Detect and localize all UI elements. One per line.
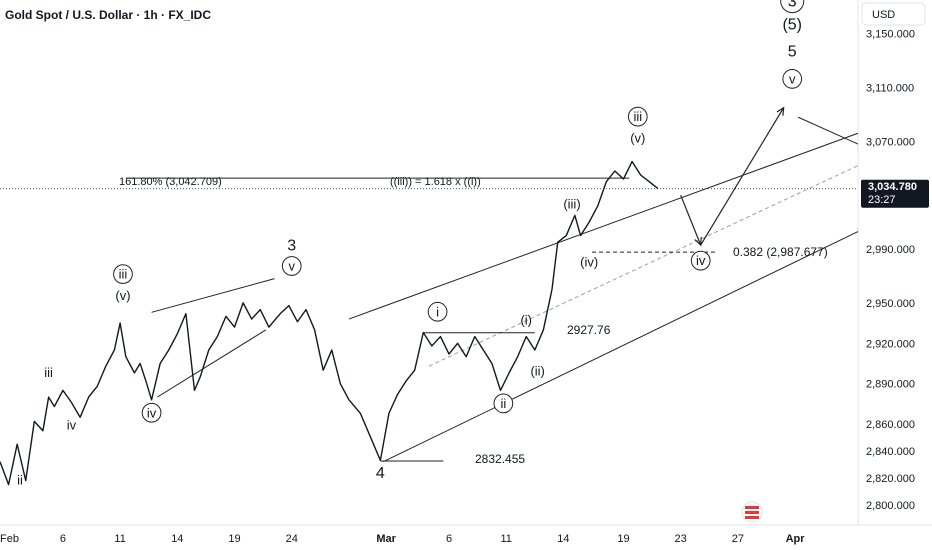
wave-label-circle [627,106,648,127]
y-tick-label: 2,820.000 [866,473,915,485]
wave-label: (5) [782,17,802,34]
wave-label: (ii) [530,364,544,379]
logo-bar-bottom [745,516,759,519]
logo-bar-middle [745,511,759,514]
wave-label-circle [780,0,805,14]
fib-ratio-label: ((iii)) = 1.618 x ((i)) [390,176,481,188]
x-tick-label: 6 [446,533,452,545]
wave-label: v [789,71,796,86]
x-tick-label: 24 [286,533,298,545]
currency-label: USD [872,9,895,21]
wave-label: 5 [788,44,797,61]
wave-label-circle [281,256,302,276]
x-tick-label: 19 [617,533,629,545]
wave-label: iii [633,109,642,124]
wave-label: iii [44,365,53,380]
wave-label: (i) [520,312,532,327]
wave-label: v [288,259,295,274]
projection-arrow-up [776,106,785,116]
wave-label: i [436,304,439,319]
x-tick-label: Mar [376,533,396,545]
projection-arrow-down [694,236,702,247]
wave-label-circle [690,250,711,271]
wave-label: iv [67,417,77,432]
y-tick-label: 3,150.000 [866,29,915,41]
wave-label: ii [17,473,23,488]
channel-line [383,231,859,463]
y-tick-label: 2,990.000 [866,244,915,256]
currency-button[interactable] [861,2,926,26]
wave-label: 4 [376,465,385,482]
wave-label: iv [696,253,706,268]
x-tick-label: 14 [171,533,183,545]
level-2927-label: 2927.76 [567,323,611,337]
wave-label-circle [493,393,514,414]
x-tick-label: 14 [557,533,569,545]
wave-label: (v) [115,288,130,303]
wave-label: 3 [788,0,797,11]
logo-bar-top [745,506,759,509]
x-axis: Feb 6 11 14 19 24 Mar 6 11 14 19 23 27 Apr [0,533,805,545]
retracement-label: 0.382 (2,987.677) [733,245,828,259]
y-tick-label: 3,070.000 [866,136,915,148]
price-series [0,160,659,486]
wave-label-circle [427,301,448,322]
projection-tail [797,116,859,145]
fib-extension-label: 161.80% (3,042.709) [119,176,222,188]
y-tick-label: 3,110.000 [866,83,914,95]
y-tick-label: 2,950.000 [866,298,915,310]
y-tick-label: 2,840.000 [866,446,915,458]
y-tick-label: 2,800.000 [866,500,915,512]
x-tick-label: 19 [228,533,240,545]
chart-title: Gold Spot / U.S. Dollar · 1h · FX_IDC [5,8,211,22]
wave-label-circle [113,264,133,284]
price-line-series [0,160,659,486]
channel-line [348,132,859,320]
price-tag-price: 3,034.780 [868,181,917,193]
x-tick-label: Feb [0,533,19,545]
wave-labels: iiiiiiiv(i)iii(v)iv3v4iii(i)(ii)(iii)(iv… [17,0,805,488]
wave-label: iv [147,405,157,420]
x-tick-label: 11 [501,533,512,545]
x-tick-label: Apr [786,533,806,545]
y-tick-label: 2,860.000 [866,419,915,431]
wave-label: iii [119,267,128,282]
wave-label: (iv) [580,255,598,270]
wave-label: (v) [630,131,645,146]
wedge-line [157,329,267,398]
level-2832-label: 2832.455 [475,452,525,466]
price-tag-countdown: 23:27 [868,194,896,206]
y-tick-label: 2,920.000 [866,338,915,350]
x-tick-label: 23 [675,533,687,545]
tradingview-logo [741,501,763,523]
wave-label: (iii) [563,197,580,212]
drawings [125,106,859,463]
wave-label-circle [782,69,803,89]
x-tick-label: 6 [60,533,66,545]
annotations: 161.80% (3,042.709) ((iii)) = 1.618 x ((… [119,176,828,466]
wave-label: 3 [287,237,296,254]
wedge-line [151,278,275,313]
wave-label: ii [500,396,506,411]
price-tag-background [861,179,929,208]
wave-label-circle [141,402,162,423]
x-tick-label: 11 [114,533,125,545]
current-price-tag: 3,034.780 23:27 [861,179,929,208]
y-tick-label: 2,890.000 [866,379,915,391]
x-tick-label: 27 [732,533,744,545]
